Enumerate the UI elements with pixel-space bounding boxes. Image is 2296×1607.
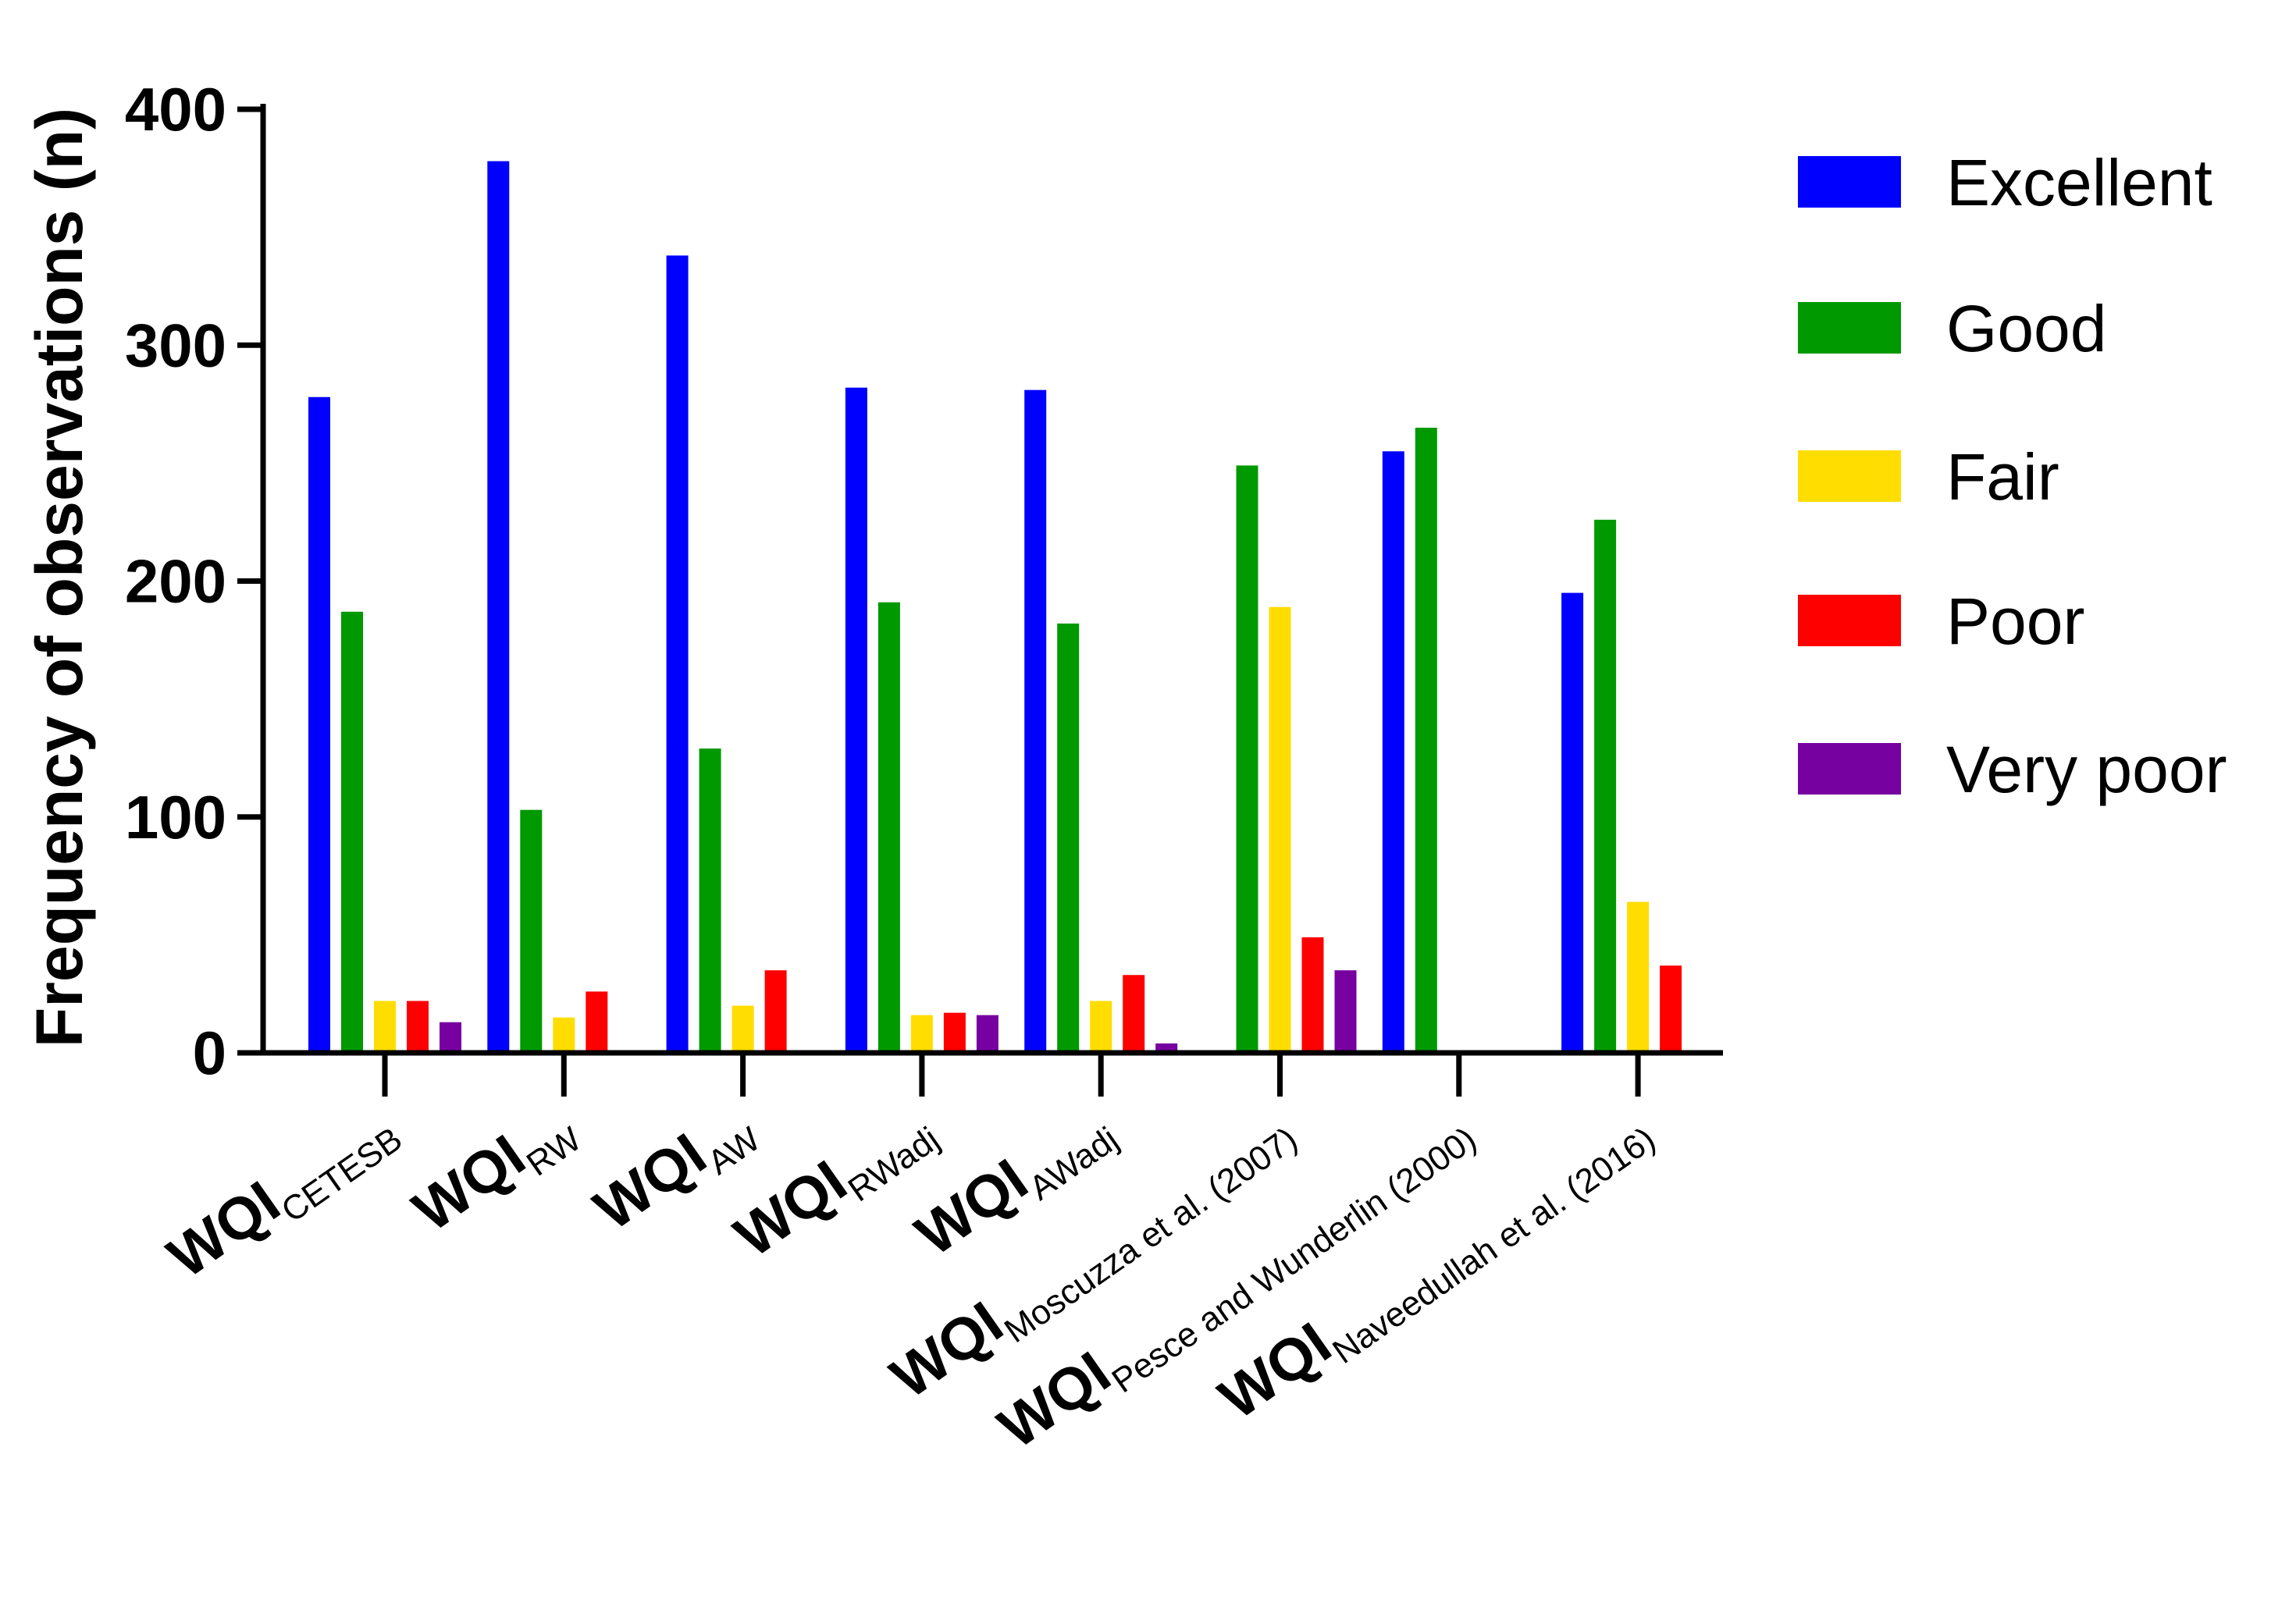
- bar-excellent: [487, 161, 510, 1053]
- legend-swatch-fair: [1798, 450, 1901, 502]
- x-tick-label-main: WQI: [879, 1289, 1014, 1412]
- legend-swatch-poor: [1798, 595, 1901, 646]
- bar-good: [1594, 519, 1617, 1053]
- y-tick-label: 200: [125, 547, 226, 616]
- bar-good: [520, 809, 543, 1053]
- bar-fair: [732, 1005, 754, 1053]
- legend-swatch-very-poor: [1798, 743, 1901, 795]
- bar-good: [699, 748, 721, 1053]
- legend-swatch-good: [1798, 302, 1901, 354]
- x-ticks-layer: WQICETESBWQIRWWQIAWWQIRWadjWQIAWadjWQIMo…: [156, 1053, 1662, 1462]
- y-axis-title: Frequency of observations (n): [23, 108, 96, 1047]
- bar-excellent: [845, 387, 867, 1053]
- bar-poor: [407, 1001, 429, 1053]
- bar-very-poor: [1334, 970, 1357, 1053]
- bar-good: [1236, 465, 1258, 1053]
- x-tick-label-subscript: Moscuzza et al. (2007): [998, 1120, 1305, 1350]
- bar-fair: [1090, 1001, 1112, 1053]
- bar-good: [1057, 623, 1080, 1053]
- y-tick-label: 300: [125, 311, 226, 379]
- bar-fair: [910, 1015, 933, 1053]
- bar-excellent: [1024, 389, 1047, 1053]
- bar-good: [341, 611, 363, 1053]
- bar-fair: [374, 1001, 396, 1053]
- legend-swatch-excellent: [1798, 156, 1901, 208]
- x-tick-label-subscript: AWadj: [1023, 1120, 1126, 1208]
- y-tick-label: 0: [193, 1019, 226, 1087]
- bar-excellent: [1561, 592, 1584, 1053]
- bar-poor: [943, 1012, 966, 1053]
- bar-poor: [1301, 937, 1324, 1053]
- x-tick-label: WQIRW: [401, 1090, 588, 1252]
- legend-label: Very poor: [1946, 733, 2227, 806]
- bar-fair: [1627, 901, 1650, 1053]
- x-tick-label-main: WQI: [156, 1168, 291, 1291]
- bar-good: [877, 602, 900, 1053]
- bar-poor: [586, 991, 608, 1053]
- x-tick-label-subscript: CETESB: [275, 1120, 409, 1230]
- x-tick-label-subscript: Naveedullah et al. (2016): [1326, 1120, 1662, 1371]
- y-tick-label: 100: [125, 783, 226, 851]
- bar-very-poor: [976, 1015, 998, 1053]
- legend-label: Fair: [1946, 440, 2059, 514]
- bar-poor: [1123, 975, 1145, 1053]
- bar-excellent: [308, 396, 330, 1053]
- x-tick-label: WQIAWadj: [904, 1090, 1125, 1275]
- x-tick-label-main: WQI: [582, 1121, 717, 1243]
- legend-label: Good: [1946, 292, 2107, 365]
- axes-layer: [260, 104, 1723, 1056]
- bar-poor: [764, 970, 787, 1053]
- y-tick-label: 400: [125, 75, 226, 144]
- y-ticks-layer: 0 100 200 300 400: [125, 75, 263, 1087]
- bar-fair: [1269, 606, 1291, 1053]
- legend: Excellent Good Fair Poor Very poor: [1798, 146, 2227, 806]
- bars-layer: [308, 161, 1682, 1053]
- bar-very-poor: [440, 1022, 461, 1053]
- bar-fair: [553, 1017, 575, 1053]
- legend-label: Poor: [1946, 585, 2084, 658]
- legend-label: Excellent: [1946, 146, 2212, 219]
- x-tick-label-main: WQI: [401, 1122, 536, 1245]
- x-tick-label: WQIRWadj: [723, 1090, 946, 1277]
- bar-excellent: [1382, 451, 1404, 1053]
- bar-poor: [1660, 965, 1682, 1053]
- bar-good: [1415, 428, 1437, 1053]
- x-tick-label-main: WQI: [987, 1339, 1122, 1462]
- bar-excellent: [666, 255, 689, 1053]
- x-tick-label: WQICETESB: [156, 1090, 409, 1298]
